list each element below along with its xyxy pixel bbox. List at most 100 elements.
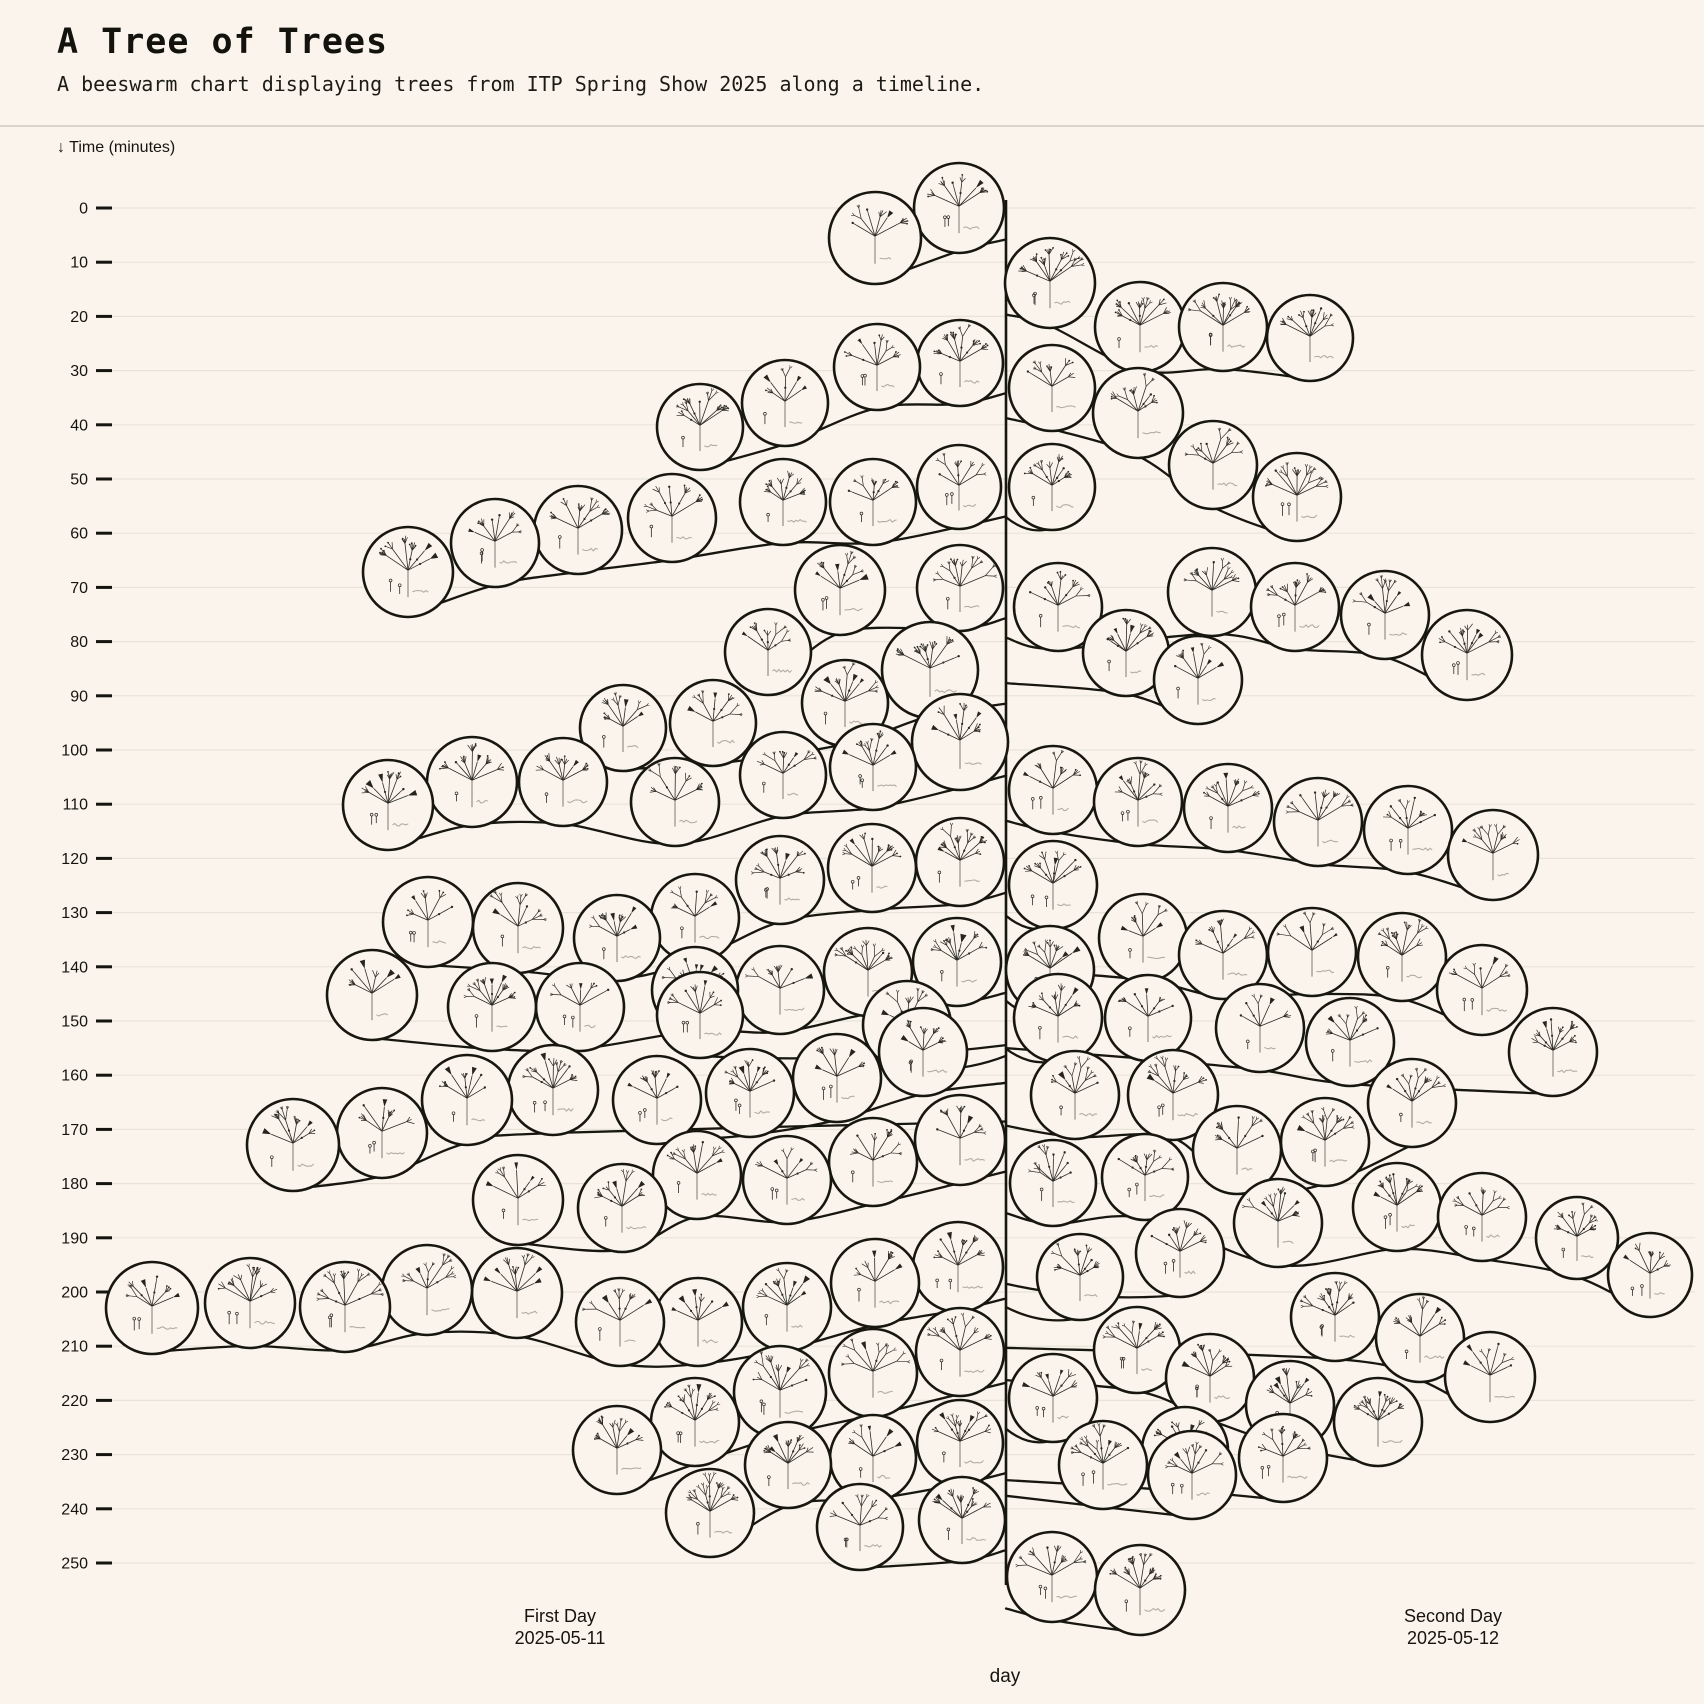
tree-node[interactable] [915, 1398, 1005, 1488]
tree-node[interactable] [793, 543, 887, 637]
tree-node[interactable] [1436, 1171, 1528, 1263]
tree-node[interactable] [1126, 1048, 1220, 1142]
tree-node[interactable] [914, 816, 1006, 908]
tree-node[interactable] [506, 1043, 600, 1137]
tree-node[interactable] [1362, 784, 1454, 876]
tree-node[interactable] [734, 944, 826, 1036]
tree-node[interactable] [734, 834, 826, 926]
tree-node[interactable] [449, 497, 541, 589]
tree-node[interactable] [629, 756, 721, 848]
tree-node[interactable] [1008, 1138, 1098, 1228]
tree-node[interactable] [1035, 1232, 1125, 1322]
tree-node[interactable] [910, 692, 1010, 792]
tree-node[interactable] [740, 358, 830, 448]
tree-node[interactable] [704, 1047, 796, 1139]
tree-node[interactable] [1332, 1376, 1424, 1468]
tree-node[interactable] [1266, 906, 1358, 998]
tree-node[interactable] [245, 1097, 341, 1193]
tree-node[interactable] [738, 730, 828, 820]
tree-node[interactable] [1007, 442, 1097, 532]
tree-node[interactable] [325, 948, 419, 1042]
tree-node[interactable] [1177, 281, 1269, 373]
tree-node[interactable] [381, 875, 475, 969]
tree-node[interactable] [1177, 909, 1269, 1001]
tree-node[interactable] [815, 1482, 905, 1572]
tree-node[interactable] [668, 678, 758, 768]
tree-node[interactable] [611, 1054, 703, 1146]
tree-node[interactable] [828, 457, 918, 547]
tree-node[interactable] [1093, 1543, 1187, 1637]
tree-node[interactable] [1446, 808, 1540, 902]
tree-node[interactable] [104, 1260, 200, 1356]
tree-node[interactable] [471, 881, 565, 975]
tree-node[interactable] [1237, 1412, 1329, 1504]
tree-node[interactable] [1100, 1132, 1190, 1222]
tree-node[interactable] [571, 1404, 663, 1496]
tree-node[interactable] [649, 1376, 741, 1468]
tree-node[interactable] [1420, 608, 1514, 702]
tree-node[interactable] [1093, 280, 1187, 374]
tree-node[interactable] [741, 1134, 833, 1226]
tree-node[interactable] [361, 525, 455, 619]
tree-node[interactable] [1134, 1207, 1226, 1299]
tree-node[interactable] [341, 758, 435, 852]
tree-node[interactable] [1534, 1195, 1620, 1281]
tree-node[interactable] [380, 1243, 474, 1337]
tree-node[interactable] [1304, 996, 1396, 1088]
tree-node[interactable] [1097, 892, 1189, 984]
tree-node[interactable] [828, 722, 918, 812]
tree-node[interactable] [1351, 1161, 1443, 1253]
tree-node[interactable] [532, 484, 624, 576]
tree-node[interactable] [791, 1032, 883, 1124]
tree-node[interactable] [826, 822, 918, 914]
tree-node[interactable] [738, 457, 828, 547]
tree-node[interactable] [1606, 1231, 1694, 1319]
tree-node[interactable] [911, 916, 1003, 1008]
tree-node[interactable] [446, 961, 538, 1053]
tree-node[interactable] [1029, 1049, 1121, 1141]
tree-node[interactable] [576, 1162, 668, 1254]
tree-node[interactable] [1167, 419, 1259, 511]
tree-node[interactable] [827, 190, 923, 286]
tree-node[interactable] [1152, 634, 1244, 726]
tree-node[interactable] [917, 1475, 1007, 1565]
tree-node[interactable] [664, 1467, 756, 1559]
tree-node[interactable] [534, 961, 626, 1053]
tree-node[interactable] [1012, 972, 1104, 1064]
tree-node[interactable] [1265, 293, 1355, 383]
tree-node[interactable] [574, 1276, 666, 1368]
tree-node[interactable] [425, 735, 519, 829]
tree-node[interactable] [203, 1256, 297, 1350]
tree-node[interactable] [743, 1420, 833, 1510]
tree-node[interactable] [1251, 451, 1343, 543]
tree-node[interactable] [732, 1344, 828, 1440]
tree-node[interactable] [911, 1220, 1005, 1314]
tree-node[interactable] [1007, 1352, 1099, 1444]
tree-node[interactable] [1279, 1096, 1371, 1188]
tree-node[interactable] [1249, 561, 1341, 653]
tree-node[interactable] [655, 382, 745, 472]
tree-node[interactable] [1339, 569, 1431, 661]
tree-node[interactable] [335, 1086, 429, 1180]
tree-node[interactable] [1007, 744, 1099, 836]
tree-node[interactable] [912, 161, 1006, 255]
tree-node[interactable] [471, 1153, 565, 1247]
tree-node[interactable] [723, 607, 813, 697]
tree-node[interactable] [827, 1116, 919, 1208]
tree-node[interactable] [1092, 1305, 1182, 1395]
tree-node[interactable] [1232, 1177, 1324, 1269]
tree-node[interactable] [1003, 236, 1097, 330]
tree-node[interactable] [655, 970, 745, 1060]
tree-node[interactable] [626, 472, 718, 564]
tree-node[interactable] [741, 1261, 833, 1353]
tree-node[interactable] [298, 1260, 392, 1354]
tree-node[interactable] [1012, 561, 1104, 653]
tree-node[interactable] [914, 1306, 1006, 1398]
tree-node[interactable] [1507, 1006, 1599, 1098]
tree-node[interactable] [1091, 366, 1185, 460]
tree-node[interactable] [1007, 343, 1097, 433]
tree-node[interactable] [915, 318, 1005, 408]
tree-node[interactable] [1289, 1271, 1381, 1363]
tree-node[interactable] [827, 1327, 919, 1419]
tree-node[interactable] [1103, 973, 1193, 1063]
